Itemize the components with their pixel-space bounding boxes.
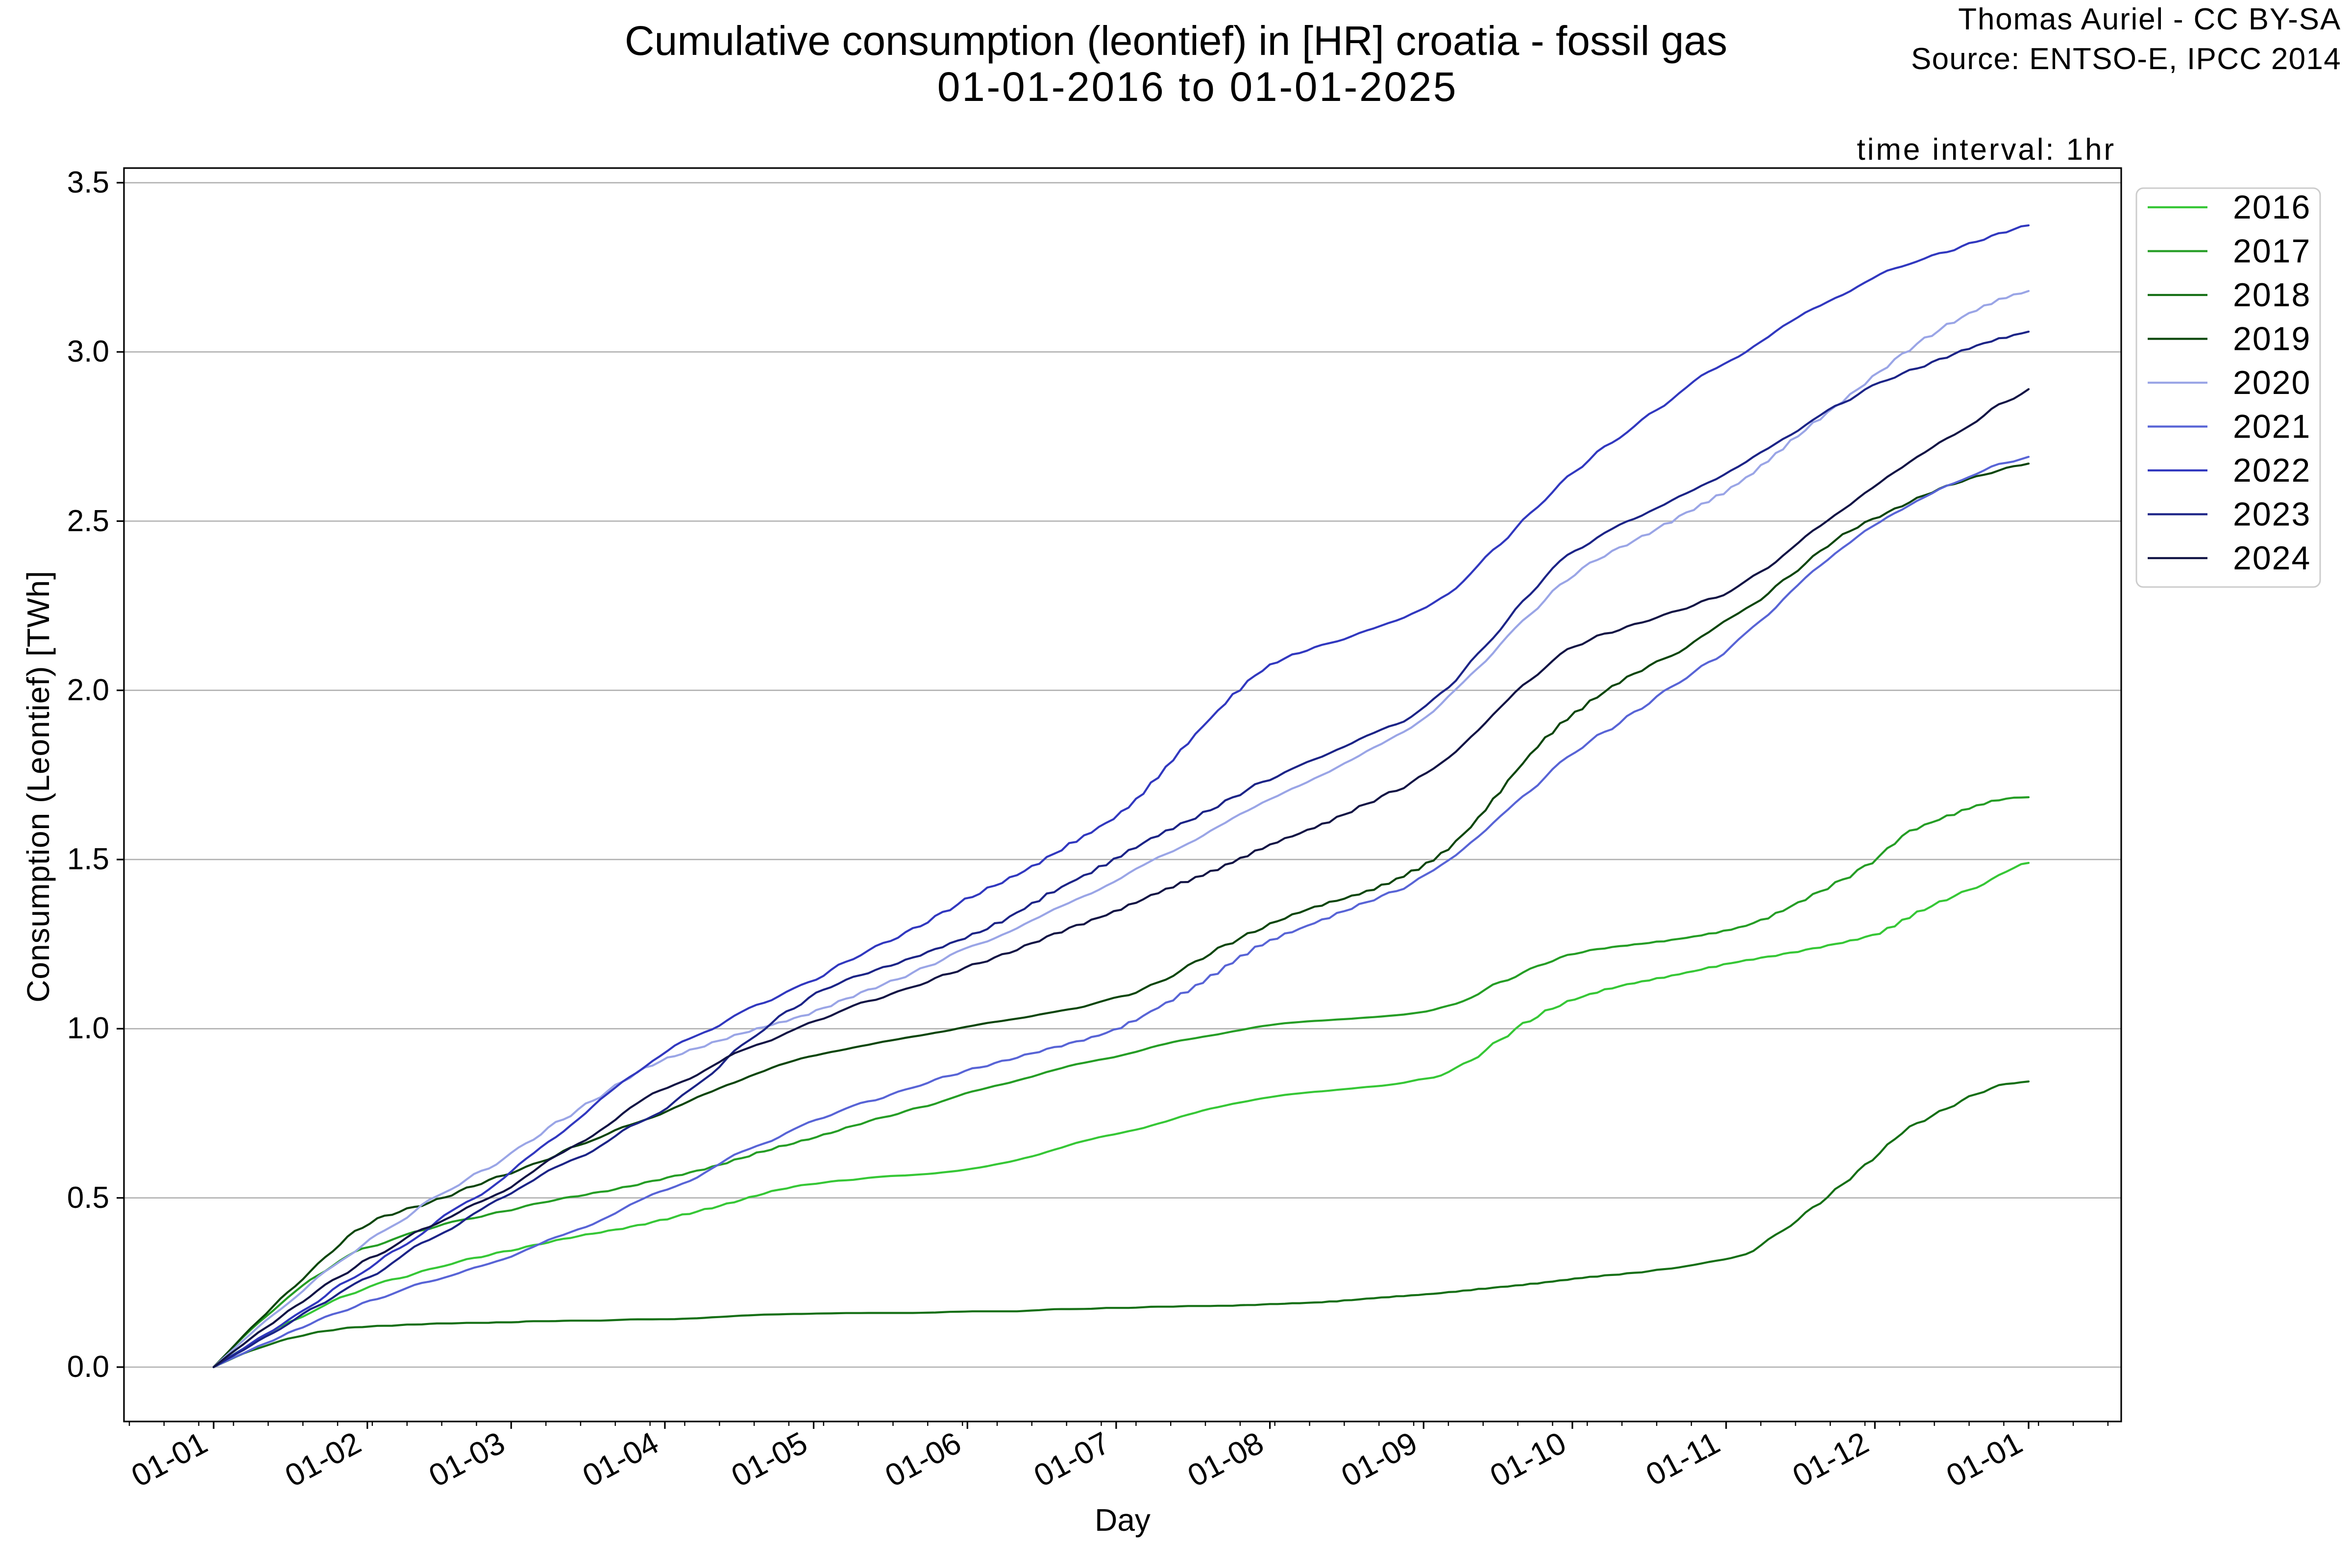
svg-text:Thomas Auriel - CC BY-SA: Thomas Auriel - CC BY-SA bbox=[1958, 2, 2341, 36]
svg-text:Source: ENTSO-E, IPCC 2014: Source: ENTSO-E, IPCC 2014 bbox=[1911, 42, 2341, 76]
svg-text:time interval: 1hr: time interval: 1hr bbox=[1857, 133, 2116, 167]
svg-text:2018: 2018 bbox=[2233, 276, 2311, 314]
svg-text:Day: Day bbox=[1095, 1502, 1151, 1538]
svg-text:2021: 2021 bbox=[2233, 408, 2311, 445]
svg-text:1.0: 1.0 bbox=[67, 1011, 109, 1045]
svg-text:2017: 2017 bbox=[2233, 233, 2311, 270]
svg-text:3.5: 3.5 bbox=[67, 166, 109, 199]
svg-text:2022: 2022 bbox=[2233, 452, 2311, 489]
svg-text:Consumption (Leontief) [TWh]: Consumption (Leontief) [TWh] bbox=[21, 570, 56, 1003]
svg-text:1.5: 1.5 bbox=[67, 842, 109, 876]
svg-text:2020: 2020 bbox=[2233, 364, 2311, 401]
svg-text:0.0: 0.0 bbox=[67, 1350, 109, 1384]
svg-text:2023: 2023 bbox=[2233, 496, 2311, 533]
svg-text:3.0: 3.0 bbox=[67, 335, 109, 368]
svg-text:01-01-2016 to 01-01-2025: 01-01-2016 to 01-01-2025 bbox=[937, 64, 1458, 110]
svg-text:0.5: 0.5 bbox=[67, 1181, 109, 1215]
svg-text:2016: 2016 bbox=[2233, 189, 2311, 226]
svg-text:2.5: 2.5 bbox=[67, 504, 109, 538]
svg-text:2019: 2019 bbox=[2233, 320, 2311, 358]
svg-text:2.0: 2.0 bbox=[67, 673, 109, 707]
svg-text:Cumulative consumption (leonti: Cumulative consumption (leontief) in [HR… bbox=[625, 18, 1727, 64]
svg-text:2024: 2024 bbox=[2233, 539, 2311, 577]
